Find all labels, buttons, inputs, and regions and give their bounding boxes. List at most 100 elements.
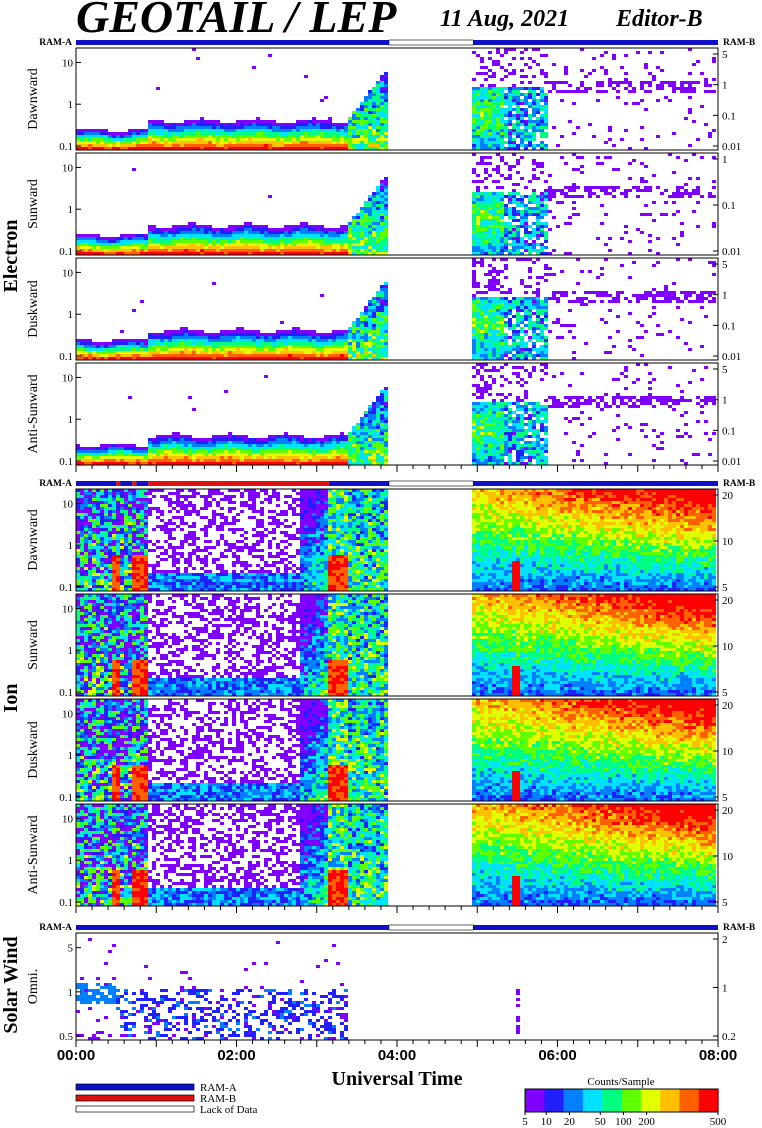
heatmap-cell — [524, 108, 528, 111]
heatmap-cell — [220, 441, 224, 444]
heatmap-cell — [644, 165, 648, 168]
heatmap-cell — [384, 210, 388, 213]
heatmap-cell — [376, 327, 380, 330]
heatmap-cell — [536, 321, 540, 324]
heatmap-cell — [540, 117, 544, 120]
heatmap-cell — [688, 84, 692, 87]
heatmap-cell — [536, 348, 540, 351]
heatmap-cell — [152, 447, 156, 450]
heatmap-cell — [312, 336, 316, 339]
heatmap-cell — [564, 222, 568, 225]
heatmap-cell — [544, 144, 548, 147]
heatmap-cell — [496, 333, 500, 336]
heatmap-cell — [580, 297, 584, 300]
heatmap-cell — [120, 444, 124, 447]
heatmap-cell — [196, 462, 200, 465]
heatmap-cell — [216, 123, 220, 126]
heatmap-cell — [136, 357, 140, 360]
heatmap-cell — [368, 333, 372, 336]
heatmap-cell — [340, 330, 344, 333]
heatmap-cell — [380, 309, 384, 312]
heatmap-cell — [668, 153, 672, 156]
heatmap-cell — [528, 120, 532, 123]
heatmap-cell — [544, 327, 548, 330]
heatmap-cell — [96, 456, 100, 459]
heatmap-cell — [360, 252, 364, 255]
heatmap-cell — [372, 426, 376, 429]
heatmap-cell — [480, 84, 484, 87]
heatmap-cell — [380, 222, 384, 225]
heatmap-cell — [496, 234, 500, 237]
heatmap-cell — [248, 240, 252, 243]
heatmap-cell — [352, 432, 356, 435]
heatmap-cell — [380, 318, 384, 321]
heatmap-cell — [248, 252, 252, 255]
heatmap-cell — [220, 237, 224, 240]
heatmap-cell — [332, 441, 336, 444]
heatmap-cell — [336, 240, 340, 243]
heatmap-cell — [508, 303, 512, 306]
heatmap-cell — [472, 330, 476, 333]
heatmap-cell — [304, 354, 308, 357]
heatmap-cell — [292, 138, 296, 141]
heatmap-cell — [536, 222, 540, 225]
heatmap-cell — [152, 243, 156, 246]
right-tick-label: 0.1 — [722, 200, 736, 212]
heatmap-cell — [88, 345, 92, 348]
heatmap-cell — [284, 132, 288, 135]
heatmap-cell — [344, 333, 348, 336]
heatmap-cell — [248, 132, 252, 135]
heatmap-cell — [288, 123, 292, 126]
heatmap-cell — [380, 195, 384, 198]
heatmap-cell — [108, 462, 112, 465]
heatmap-cell — [280, 456, 284, 459]
heatmap-cell — [196, 354, 200, 357]
heatmap-cell — [600, 54, 604, 57]
heatmap-cell — [516, 357, 520, 360]
heatmap-cell — [668, 99, 672, 102]
heatmap-cell — [320, 444, 324, 447]
heatmap-cell — [300, 222, 304, 225]
heatmap-cell — [184, 459, 188, 462]
heatmap-cell — [352, 348, 356, 351]
heatmap-cell — [260, 225, 264, 228]
heatmap-cell — [180, 354, 184, 357]
heatmap-cell — [164, 228, 168, 231]
heatmap-cell — [192, 444, 196, 447]
heatmap-cell — [344, 351, 348, 354]
heatmap-cell — [384, 345, 388, 348]
heatmap-cell — [152, 132, 156, 135]
heatmap-cell — [496, 231, 500, 234]
heatmap-cell — [372, 207, 376, 210]
heatmap-cell — [512, 198, 516, 201]
heatmap-cell — [372, 246, 376, 249]
heatmap-cell — [88, 141, 92, 144]
heatmap-cell — [212, 351, 216, 354]
heatmap-cell — [252, 330, 256, 333]
heatmap-cell — [296, 351, 300, 354]
heatmap-cell — [628, 81, 632, 84]
heatmap-cell — [512, 252, 516, 255]
heatmap-cell — [540, 249, 544, 252]
heatmap-cell — [360, 423, 364, 426]
heatmap-cell — [368, 348, 372, 351]
left-tick-label: 10 — [62, 57, 74, 69]
heatmap-cell — [524, 318, 528, 321]
heatmap-cell — [624, 78, 628, 81]
heatmap-cell — [496, 201, 500, 204]
heatmap-cell — [372, 423, 376, 426]
heatmap-cell — [684, 159, 688, 162]
heatmap-cell — [368, 201, 372, 204]
heatmap-cell — [544, 240, 548, 243]
heatmap-cell — [552, 249, 556, 252]
heatmap-cell — [588, 300, 592, 303]
heatmap-cell — [472, 237, 476, 240]
heatmap-cell — [92, 462, 96, 465]
heatmap-cell — [244, 339, 248, 342]
heatmap-cell — [120, 249, 124, 252]
heatmap-cell — [616, 294, 620, 297]
heatmap-cell — [472, 171, 476, 174]
heatmap-cell — [496, 48, 500, 51]
heatmap-cell — [248, 144, 252, 147]
heatmap-cell — [296, 132, 300, 135]
